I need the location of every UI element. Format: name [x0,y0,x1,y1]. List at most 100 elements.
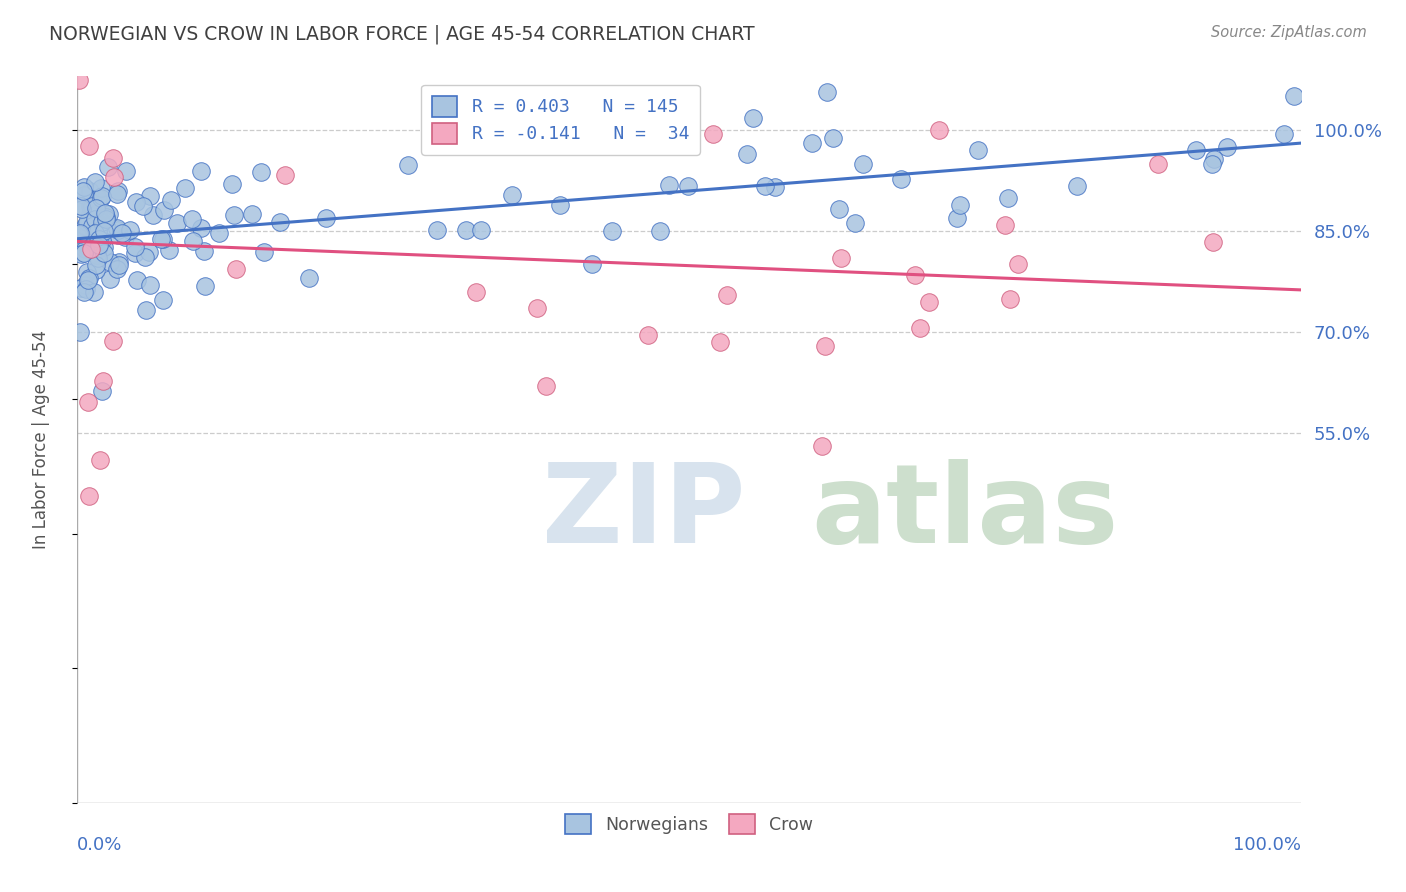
Point [827,202,849,217]
Point [67,73,90,87]
Point [80,199,103,213]
Point [1201,157,1223,171]
Point [946,211,969,225]
Point [69,226,91,240]
Point [581,257,603,271]
Point [90,181,112,195]
Point [134,250,156,264]
Point [100,255,122,269]
Point [180,212,202,227]
Point [105,187,128,202]
Point [75,223,97,237]
Point [550,198,572,212]
Point [90,191,112,205]
Point [101,334,124,348]
Point [890,172,912,186]
Point [83,285,105,300]
Point [157,243,180,257]
Point [396,158,419,172]
Point [79,184,101,198]
Point [107,223,129,237]
Point [315,211,337,226]
Point [534,378,557,392]
Point [658,178,681,192]
Point [918,294,941,309]
Point [75,227,97,242]
Point [70,198,93,212]
Point [1202,235,1225,249]
Point [79,214,101,228]
Point [118,223,141,237]
Point [69,325,91,339]
Point [93,245,115,260]
Point [742,111,765,125]
Point [1272,128,1295,142]
Point [166,216,188,230]
Point [75,277,97,292]
Point [181,234,204,248]
Point [1066,178,1088,193]
Point [105,221,128,235]
Point [470,223,492,237]
Point [844,216,866,230]
Point [194,279,217,293]
Point [1007,257,1029,271]
Point [811,439,834,453]
Point [650,223,672,237]
Point [114,164,136,178]
Point [97,207,120,221]
Point [754,178,776,193]
Point [77,273,100,287]
Point [97,161,120,175]
Point [190,220,212,235]
Point [90,233,112,247]
Point [93,211,115,226]
Point [152,293,174,308]
Point [967,143,990,157]
Text: In Labor Force | Age 45-54: In Labor Force | Age 45-54 [31,330,49,549]
Point [89,453,111,467]
Point [67,227,90,241]
Point [73,246,96,260]
Point [114,230,136,244]
Point [83,211,105,226]
Text: NORWEGIAN VS CROW IN LABOR FORCE | AGE 45-54 CORRELATION CHART: NORWEGIAN VS CROW IN LABOR FORCE | AGE 4… [49,25,755,45]
Point [821,131,844,145]
Point [84,226,107,240]
Point [76,265,98,279]
Point [83,174,105,188]
Point [193,244,215,259]
Point [108,255,131,269]
Point [240,206,263,220]
Point [602,224,624,238]
Point [426,223,449,237]
Point [997,191,1019,205]
Point [77,489,100,503]
Point [84,258,107,272]
Point [138,189,160,203]
Point [250,165,273,179]
Point [72,180,94,194]
Point [87,237,110,252]
Point [298,271,321,285]
Point [91,374,114,388]
Point [77,271,100,285]
Point [86,208,108,222]
Point [132,199,155,213]
Point [72,185,94,199]
Text: 100.0%: 100.0% [1233,836,1301,854]
Point [676,179,699,194]
Point [174,180,197,194]
Point [94,210,117,224]
Point [135,303,157,318]
Point [269,215,291,229]
Point [149,231,172,245]
Point [86,248,108,262]
Point [76,238,98,252]
Point [138,245,160,260]
Point [80,243,103,257]
Point [142,208,165,222]
Point [91,189,114,203]
Point [124,245,146,260]
Point [87,206,110,220]
